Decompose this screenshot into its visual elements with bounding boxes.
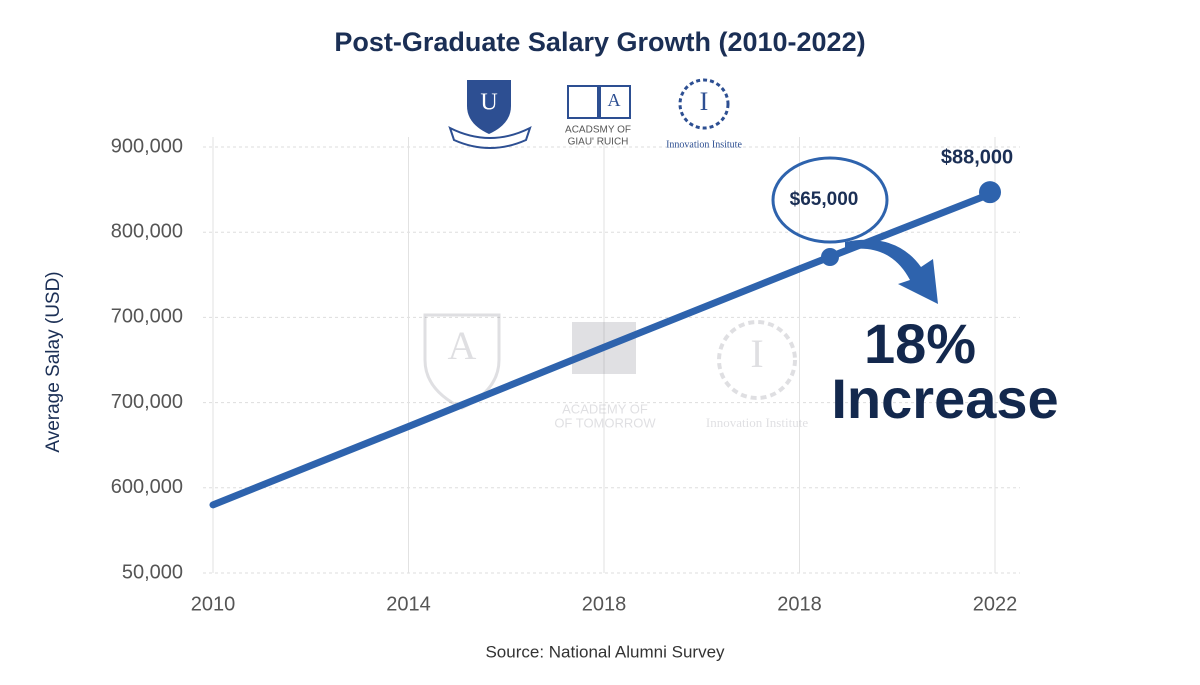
logo-shield: U <box>448 80 532 149</box>
svg-text:U: U <box>480 90 497 116</box>
annotation: $65,000 <box>790 189 859 210</box>
svg-text:I: I <box>750 331 763 376</box>
highlight-point <box>821 248 839 266</box>
y-tick-label: 50,000 <box>122 561 183 583</box>
watermark-text: ACADEMY OF <box>562 401 648 416</box>
watermark: A ACADEMY OF OF TOMORROW I Innovation In… <box>423 313 808 430</box>
logo-text: GIАU' RUICH <box>568 137 629 148</box>
x-tick-label: 2018 <box>582 593 627 615</box>
x-tick-label: 2022 <box>973 593 1018 615</box>
logo-text: ACADSMY OF <box>565 125 631 136</box>
x-tick-label: 2018 <box>777 593 822 615</box>
logo-book: A ACADSMY OF GIАU' RUICH <box>565 85 631 148</box>
watermark-text: OF TOMORROW <box>554 415 656 430</box>
y-axis-label: Average Salay (USD) <box>43 271 64 452</box>
svg-text:I: I <box>700 87 709 116</box>
x-tick-label: 2014 <box>386 593 431 615</box>
source: Source: National Alumni Survey <box>485 642 725 661</box>
callout: Increase <box>831 367 1058 430</box>
callout: 18% <box>864 312 976 375</box>
y-tick-label: 800,000 <box>111 220 183 242</box>
y-tick-label: 900,000 <box>111 135 183 157</box>
y-tick-label: 700,000 <box>111 391 183 413</box>
watermark-text: Innovation Institute <box>706 415 808 430</box>
logo-text: Innovation Insitute <box>666 139 742 150</box>
svg-text:A: A <box>608 90 621 110</box>
y-tick-label: 600,000 <box>111 476 183 498</box>
highlight-ring <box>771 156 889 244</box>
x-tick-label: 2010 <box>191 593 236 615</box>
arrow <box>845 239 938 304</box>
chart-title: Post-Graduate Salary Growth (2010-2022) <box>334 27 865 57</box>
annotation: $88,000 <box>941 146 1013 168</box>
logo-wreath: I Innovation Insitute <box>666 78 742 150</box>
svg-text:A: A <box>448 323 477 368</box>
end-point <box>979 181 1001 204</box>
y-tick-label: 700,000 <box>111 306 183 328</box>
